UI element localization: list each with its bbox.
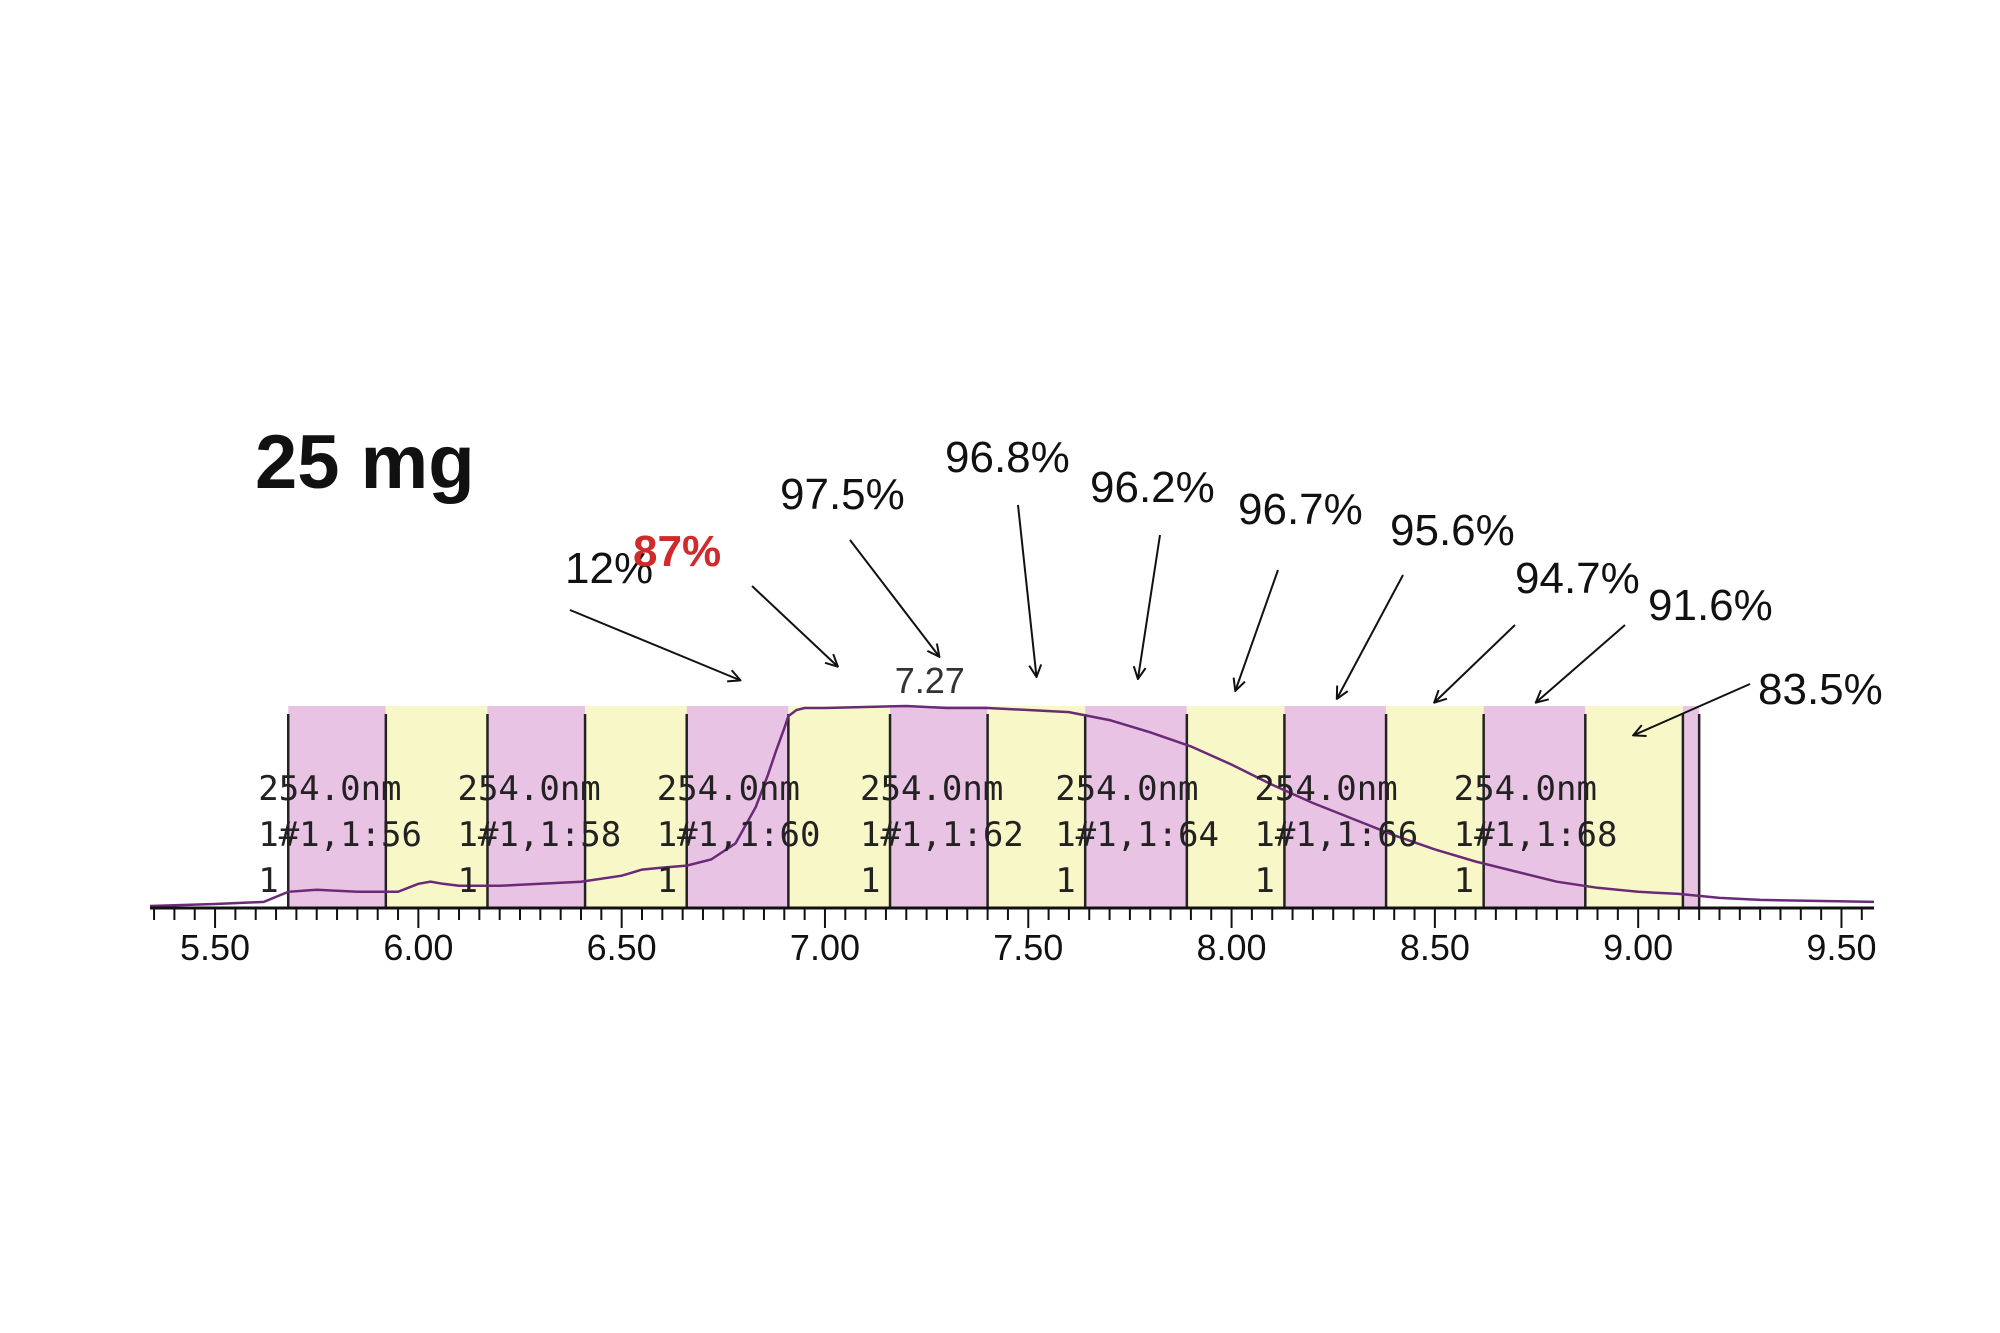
chart-title: 25 mg <box>255 420 475 505</box>
purity-arrow-3 <box>849 539 939 656</box>
fraction-band-8 <box>987 706 1086 908</box>
purity-label-10: 83.5% <box>1758 665 1883 714</box>
purity-label-5: 96.2% <box>1090 463 1215 512</box>
purity-arrow-6 <box>1236 569 1279 690</box>
fraction-label-5-line-3: 1 <box>1055 861 1075 901</box>
purity-arrow-5 <box>1138 534 1161 678</box>
fraction-label-3-line-1: 254.0nm <box>657 769 800 809</box>
x-tick-label-1: 5.50 <box>180 927 250 968</box>
purity-label-6: 96.7% <box>1238 485 1363 534</box>
fraction-band-7 <box>890 706 988 908</box>
purity-arrow-2 <box>751 585 837 666</box>
x-axis: 5.50 6.00 6.50 7.00 7.50 8.00 8.50 9.00 9.50 <box>150 906 1877 968</box>
fraction-label-7-line-3: 1 <box>1454 861 1474 901</box>
purity-label-3: 97.5% <box>780 470 905 519</box>
x-tick-label-2: 6.00 <box>383 927 453 968</box>
fraction-label-3-line-2: 1#1,1:60 <box>657 815 821 855</box>
fraction-bands <box>288 706 1700 908</box>
fraction-label-5-line-1: 254.0nm <box>1055 769 1198 809</box>
fraction-label-1-line-1: 254.0nm <box>258 769 401 809</box>
x-tick-label-7: 8.50 <box>1400 927 1470 968</box>
fraction-band-4 <box>585 706 687 908</box>
fraction-label-7-line-1: 254.0nm <box>1454 769 1597 809</box>
purity-label-1: 12% <box>565 544 653 593</box>
peak-retention-label: 7.27 <box>895 660 965 701</box>
purity-arrow-8 <box>1435 624 1516 702</box>
fraction-band-13 <box>1483 706 1586 908</box>
fraction-label-7-line-2: 1#1,1:68 <box>1454 815 1618 855</box>
fraction-label-6-line-1: 254.0nm <box>1254 769 1397 809</box>
purity-arrow-4 <box>1017 504 1036 676</box>
purity-label-9: 91.6% <box>1648 581 1773 630</box>
purity-arrow-7 <box>1337 574 1404 698</box>
x-tick-label-4: 7.00 <box>790 927 860 968</box>
x-tick-label-5: 7.50 <box>993 927 1063 968</box>
fraction-label-1-line-3: 1 <box>258 861 278 901</box>
fraction-band-5 <box>686 706 789 908</box>
fraction-band-15 <box>1682 706 1700 908</box>
purity-label-4: 96.8% <box>945 433 1070 482</box>
purity-label-7: 95.6% <box>1390 506 1515 555</box>
fraction-label-4-line-2: 1#1,1:62 <box>860 815 1024 855</box>
x-tick-label-8: 9.00 <box>1603 927 1673 968</box>
fraction-label-2-line-1: 254.0nm <box>457 769 600 809</box>
x-tick-label-6: 8.00 <box>1197 927 1267 968</box>
purity-label-8: 94.7% <box>1515 554 1640 603</box>
fraction-band-3 <box>487 706 586 908</box>
fraction-label-2-line-2: 1#1,1:58 <box>457 815 621 855</box>
fraction-label-1-line-2: 1#1,1:56 <box>258 815 422 855</box>
x-tick-label-9: 9.50 <box>1806 927 1876 968</box>
fraction-labels: 254.0nm 1#1,1:56 1 254.0nm 1#1,1:58 1 254.0nm 1… <box>258 769 1617 901</box>
fraction-label-4-line-1: 254.0nm <box>860 769 1003 809</box>
uv-trace-line <box>149 704 1875 908</box>
fraction-label-6-line-2: 1#1,1:66 <box>1254 815 1418 855</box>
fraction-band-11 <box>1284 706 1387 908</box>
fraction-label-4-line-3: 1 <box>860 861 880 901</box>
purity-label-2: 87% <box>633 527 721 576</box>
fraction-band-12 <box>1386 706 1484 908</box>
fraction-band-10 <box>1186 706 1285 908</box>
fraction-label-3-line-3: 1 <box>657 861 677 901</box>
purity-arrow-10 <box>1634 683 1751 735</box>
fraction-label-5-line-2: 1#1,1:64 <box>1055 815 1219 855</box>
fraction-band-14 <box>1585 706 1683 908</box>
fraction-label-2-line-3: 1 <box>457 861 477 901</box>
fraction-band-1 <box>288 706 386 908</box>
fraction-band-2 <box>385 706 488 908</box>
purity-arrow-9 <box>1537 624 1626 702</box>
purity-arrow-1 <box>569 609 740 680</box>
fraction-label-6-line-3: 1 <box>1254 861 1274 901</box>
x-tick-label-3: 6.50 <box>587 927 657 968</box>
fraction-dividers <box>286 714 1701 908</box>
fraction-band-6 <box>788 706 891 908</box>
purity-annotations: 12%87% 97.5% 96.8% 96.2% 96.7% 95.6%94.7%91.6… <box>565 433 1883 735</box>
